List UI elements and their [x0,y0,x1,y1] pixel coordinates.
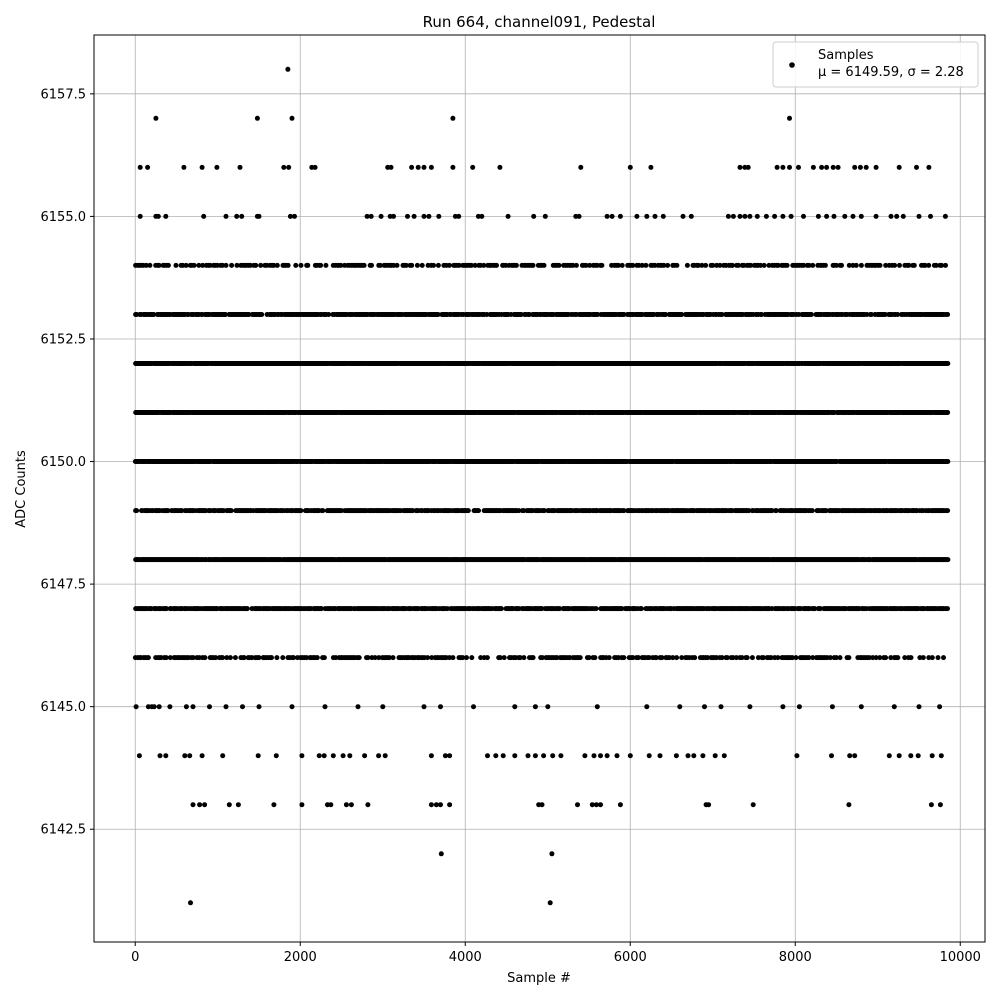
sample-point [320,508,326,514]
sample-point [244,606,250,612]
data-points [132,66,951,906]
sample-point [945,606,950,612]
sample-point [945,410,951,415]
sample-point [498,606,504,612]
sample-point [945,361,951,366]
sample-point [945,459,951,464]
sample-point [638,606,644,612]
sample-point [476,508,481,514]
sample-point [593,606,599,612]
sample-point [945,508,951,514]
chart-title: Run 664, channel091, Pedestal [423,13,656,31]
sample-point [134,508,140,514]
sample-point [228,508,234,514]
sample-point [465,508,471,514]
sample-point [259,312,265,317]
sample-point [298,508,304,514]
sample-point [809,508,815,514]
sample-point [945,557,951,563]
